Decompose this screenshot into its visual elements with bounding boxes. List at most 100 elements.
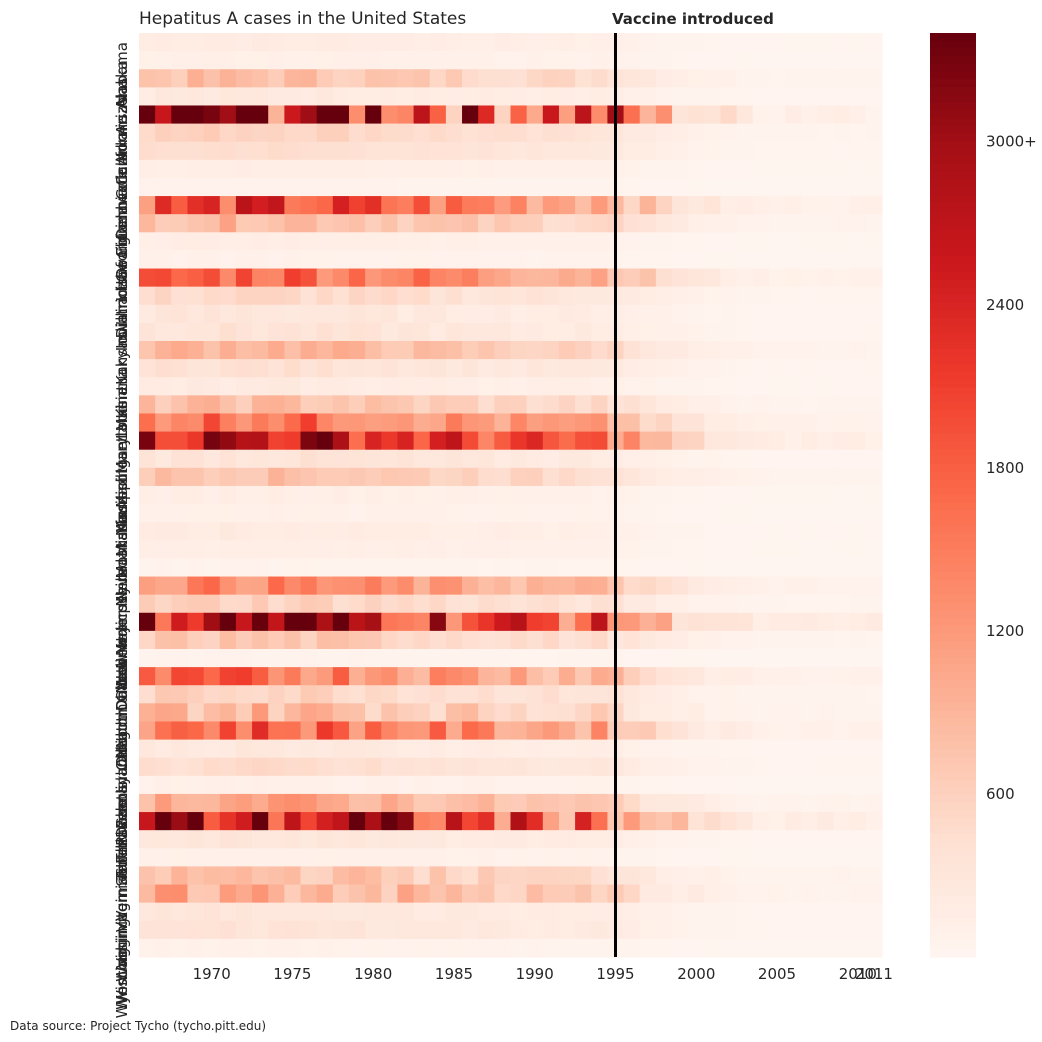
heatmap-cell	[397, 87, 415, 107]
heatmap-cell	[558, 612, 576, 632]
heatmap-cell	[171, 304, 189, 324]
heatmap-cell	[332, 196, 350, 215]
heatmap-cells	[139, 33, 883, 958]
heatmap-cell	[736, 268, 754, 288]
heatmap-cell	[316, 757, 334, 777]
heatmap-cell	[510, 667, 528, 686]
heatmap-cell	[187, 377, 205, 396]
heatmap-cell	[639, 214, 657, 233]
heatmap-cell	[478, 793, 495, 813]
heatmap-cell	[768, 359, 786, 378]
heatmap-cell	[817, 667, 835, 686]
heatmap-cell	[155, 649, 172, 668]
heatmap-cell	[591, 159, 609, 179]
heatmap-cell	[381, 757, 399, 777]
heatmap-cell	[752, 268, 770, 288]
heatmap-cell	[542, 123, 560, 143]
colorbar-segment	[930, 402, 976, 411]
heatmap-cell	[575, 612, 592, 632]
heatmap-cell	[688, 123, 705, 143]
heatmap-cell	[849, 612, 867, 632]
heatmap-cell	[300, 467, 318, 487]
heatmap-cell	[445, 594, 463, 614]
heatmap-cell	[365, 304, 382, 324]
heatmap-cell	[688, 848, 705, 868]
heatmap-cell	[462, 341, 479, 360]
heatmap-cell	[655, 449, 673, 469]
heatmap-cell	[494, 105, 512, 125]
heatmap-cell	[510, 612, 528, 632]
x-tick-label: 2010	[839, 965, 877, 983]
heatmap-cell	[688, 413, 705, 433]
heatmap-cell	[591, 322, 609, 342]
heatmap-cell	[268, 214, 285, 233]
heatmap-cell	[462, 250, 479, 270]
y-tick-label: Texas	[113, 821, 131, 864]
heatmap-cell	[542, 902, 560, 922]
heatmap-cell	[494, 703, 512, 723]
heatmap-cell	[365, 359, 382, 378]
heatmap-cell	[639, 721, 657, 741]
heatmap-cell	[187, 286, 205, 306]
heatmap-cell	[558, 449, 576, 469]
heatmap-cell	[252, 214, 269, 233]
heatmap-cell	[332, 540, 350, 560]
y-tick-label: Michigan	[113, 441, 131, 508]
heatmap-cell	[526, 576, 544, 596]
heatmap-cell	[510, 884, 528, 904]
heatmap-cell	[526, 359, 544, 378]
heatmap-cell	[397, 33, 415, 52]
heatmap-cell	[865, 33, 883, 52]
heatmap-cell	[429, 250, 447, 270]
heatmap-cell	[623, 413, 641, 433]
heatmap-cell	[494, 667, 512, 686]
x-tick-label: 1980	[354, 965, 392, 983]
heatmap-cell	[865, 177, 883, 197]
heatmap-cell	[348, 848, 366, 868]
colorbar-segment	[930, 495, 976, 504]
heatmap-cell	[526, 685, 544, 704]
heatmap-cell	[833, 395, 851, 415]
heatmap-cell	[688, 286, 705, 306]
heatmap-cell	[801, 268, 818, 288]
heatmap-cell	[478, 594, 495, 614]
colorbar-segment	[930, 348, 976, 357]
heatmap-cell	[510, 250, 528, 270]
heatmap-cell	[252, 540, 269, 560]
heatmap-cell	[785, 105, 802, 125]
heatmap-cell	[365, 739, 382, 759]
colorbar-segment	[930, 217, 976, 227]
heatmap-cell	[736, 920, 754, 940]
heatmap-cell	[381, 33, 399, 52]
heatmap-cell	[510, 395, 528, 415]
heatmap-cell	[768, 812, 786, 831]
heatmap-cell	[332, 159, 350, 179]
heatmap-cell	[655, 123, 673, 143]
heatmap-cell	[219, 377, 237, 396]
colorbar-tick-label: 3000+	[986, 133, 1037, 151]
heatmap-cell	[219, 322, 237, 342]
heatmap-cell	[219, 540, 237, 560]
heatmap-cell	[526, 866, 544, 886]
heatmap-cell	[494, 793, 512, 813]
heatmap-cell	[316, 51, 334, 70]
heatmap-cell	[413, 576, 431, 596]
colorbar-segment	[930, 556, 976, 565]
heatmap-cell	[768, 159, 786, 179]
heatmap-cell	[801, 322, 818, 342]
colorbar-segment	[930, 163, 976, 173]
heatmap-cell	[704, 413, 722, 433]
heatmap-cell	[203, 902, 221, 922]
heatmap-cell	[462, 649, 479, 668]
heatmap-cell	[542, 485, 560, 505]
heatmap-cell	[300, 304, 318, 324]
heatmap-cell	[187, 341, 205, 360]
heatmap-cell	[849, 69, 867, 88]
heatmap-cell	[494, 413, 512, 433]
heatmap-cell	[575, 757, 592, 777]
heatmap-cell	[316, 105, 334, 125]
heatmap-cell	[704, 87, 722, 107]
heatmap-cell	[462, 522, 479, 541]
colorbar-segment	[930, 248, 976, 257]
heatmap-cell	[494, 884, 512, 904]
